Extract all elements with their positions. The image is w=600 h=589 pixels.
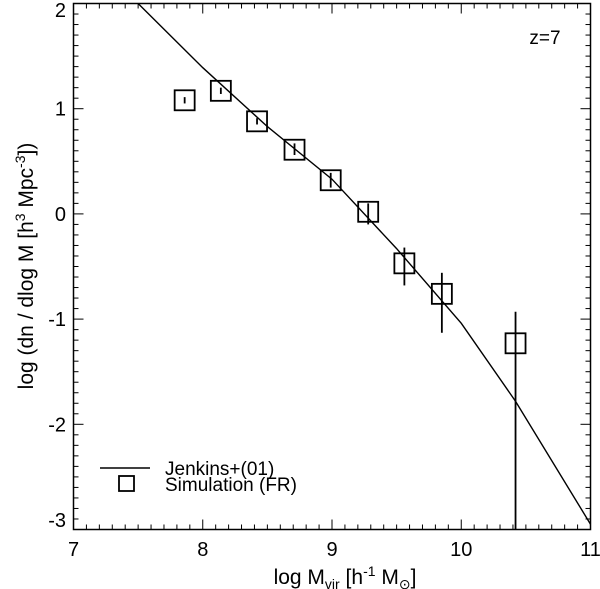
chart-marks <box>137 3 592 530</box>
y-tick-label: 2 <box>55 0 66 22</box>
x-axis-label: log Mvir [h-1 M⊙] <box>274 563 417 589</box>
simulation-point <box>173 89 196 112</box>
y-tick-label: -1 <box>48 309 66 331</box>
simulation-point <box>283 138 306 161</box>
legend-label-jenkins: Jenkins+(01) <box>165 459 274 480</box>
legend-square-swatch <box>118 475 135 492</box>
y-axis-label: log (dn / dlog M [h3 Mpc-3]) <box>12 143 38 390</box>
simulation-point <box>246 110 268 133</box>
x-tick-label: 10 <box>450 539 472 561</box>
simulation-point <box>319 169 342 192</box>
y-tick-label: 1 <box>55 99 66 121</box>
simulation-point <box>430 282 453 305</box>
legend: Jenkins+(01) Simulation (FR) <box>100 459 297 496</box>
y-tick-label: -3 <box>48 510 66 532</box>
simulation-point <box>209 79 232 102</box>
y-tick-label: 0 <box>55 204 66 226</box>
annotation-redshift: z=7 <box>529 28 560 49</box>
legend-label-simulation: Simulation (FR) <box>165 475 297 496</box>
x-tick-label: 8 <box>197 539 208 561</box>
simulation-point <box>357 200 380 223</box>
x-tick-label: 7 <box>68 539 79 561</box>
y-tick-label: -2 <box>48 414 66 436</box>
simulation-point <box>504 332 527 355</box>
jenkins-curve <box>137 3 592 525</box>
x-tick-label: 11 <box>580 539 600 561</box>
x-tick-label: 9 <box>326 539 337 561</box>
simulation-point <box>393 252 416 275</box>
plot-frame <box>72 2 592 531</box>
axis-ticks: 7 8 9 10 11 -3 -2 -1 0 1 2 <box>48 0 600 561</box>
